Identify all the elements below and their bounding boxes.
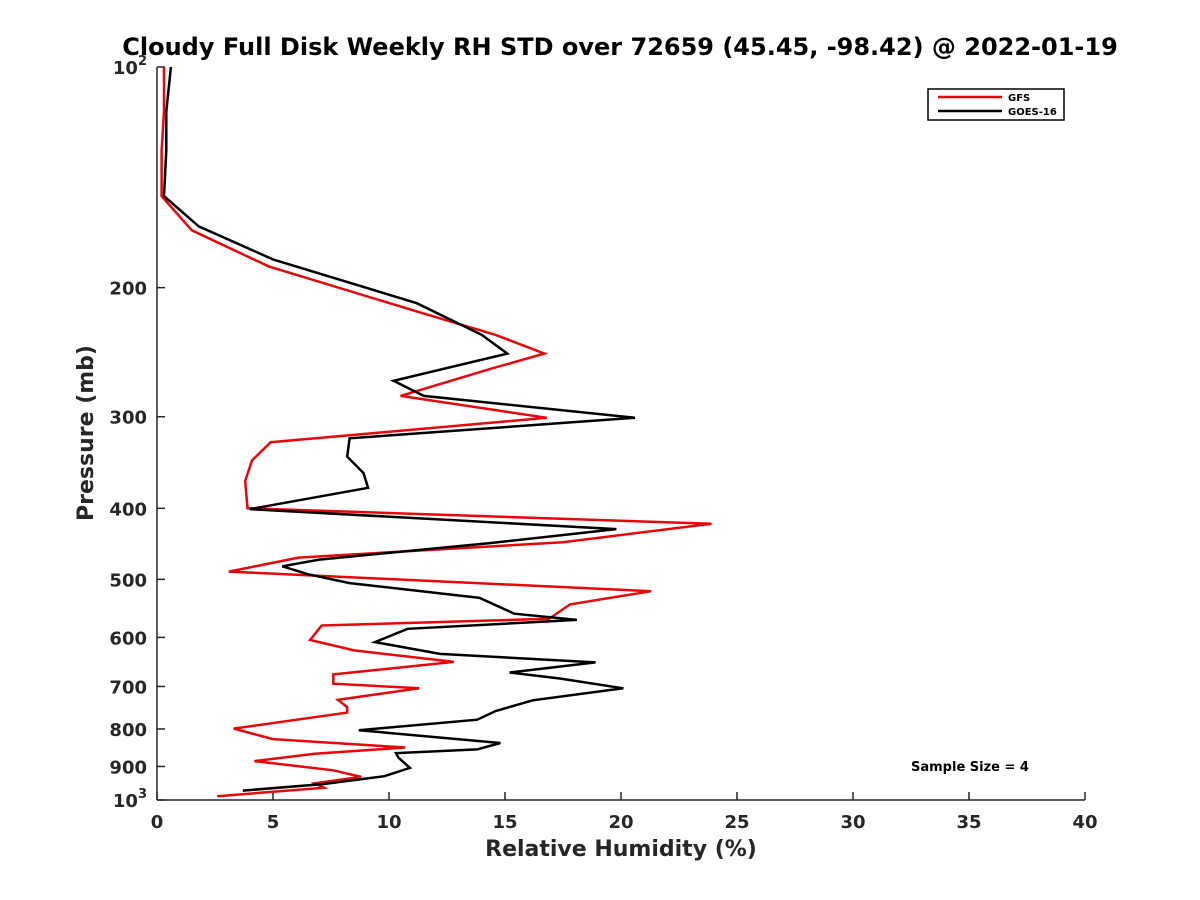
y-tick-label-exponent: 3 [138, 787, 147, 802]
series-line-gfs [160, 67, 712, 798]
y-tick-label: 200 [109, 279, 147, 300]
y-tick-label: 800 [109, 720, 147, 741]
series-line-goes-16 [162, 66, 636, 792]
y-axis-label: Pressure (mb) [74, 345, 99, 521]
x-tick-label: 30 [840, 812, 865, 833]
x-tick-label: 10 [376, 812, 401, 833]
plot-axes [156, 67, 1085, 801]
x-tick-label: 35 [956, 812, 981, 833]
y-tick-label: 500 [109, 570, 147, 591]
x-tick-label: 40 [1072, 812, 1097, 833]
y-tick-label-base: 500 [109, 570, 147, 591]
y-tick-label-base: 10 [113, 58, 138, 79]
y-tick-label: 700 [109, 677, 147, 698]
y-tick-label-base: 600 [109, 628, 147, 649]
y-tick-label: 103 [113, 787, 147, 812]
legend-label-gfs: GFS [1008, 93, 1030, 104]
y-tick-label: 900 [109, 757, 147, 778]
x-tick-label: 15 [492, 812, 517, 833]
x-tick-label: 25 [724, 812, 749, 833]
y-tick-label: 102 [113, 54, 147, 79]
y-tick-label-base: 400 [109, 499, 147, 520]
y-tick-label-base: 700 [109, 677, 147, 698]
y-tick-label-base: 10 [113, 791, 138, 812]
y-tick-label: 400 [109, 499, 147, 520]
x-axis-label: Relative Humidity (%) [485, 837, 757, 862]
y-tick-label-base: 300 [109, 408, 147, 429]
y-tick-label-exponent: 2 [138, 54, 147, 69]
series-lines [160, 66, 712, 798]
y-tick-label-base: 200 [109, 279, 147, 300]
legend: GFS GOES-16 [927, 88, 1065, 121]
y-tick-label: 600 [109, 628, 147, 649]
x-tick-label: 5 [267, 812, 280, 833]
legend-label-goes-16: GOES-16 [1008, 107, 1057, 118]
chart-title: Cloudy Full Disk Weekly RH STD over 7265… [122, 33, 1118, 61]
x-tick-label: 0 [151, 812, 164, 833]
y-tick-label-base: 800 [109, 720, 147, 741]
x-axis-ticks: 0 5 10 15 20 25 30 35 40 [151, 792, 1098, 833]
y-tick-label-base: 900 [109, 757, 147, 778]
sample-size-annotation: Sample Size = 4 [911, 760, 1029, 775]
legend-box [927, 88, 1065, 121]
x-tick-label: 20 [608, 812, 633, 833]
y-tick-label: 300 [109, 408, 147, 429]
